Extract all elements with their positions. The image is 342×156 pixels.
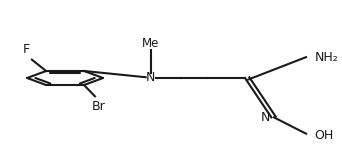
Text: Me: Me — [142, 37, 160, 51]
Text: Br: Br — [92, 100, 106, 113]
Text: OH: OH — [314, 129, 333, 142]
Text: NH₂: NH₂ — [314, 51, 338, 64]
Text: F: F — [23, 43, 30, 56]
Text: N: N — [146, 71, 156, 85]
Text: N: N — [260, 111, 270, 124]
